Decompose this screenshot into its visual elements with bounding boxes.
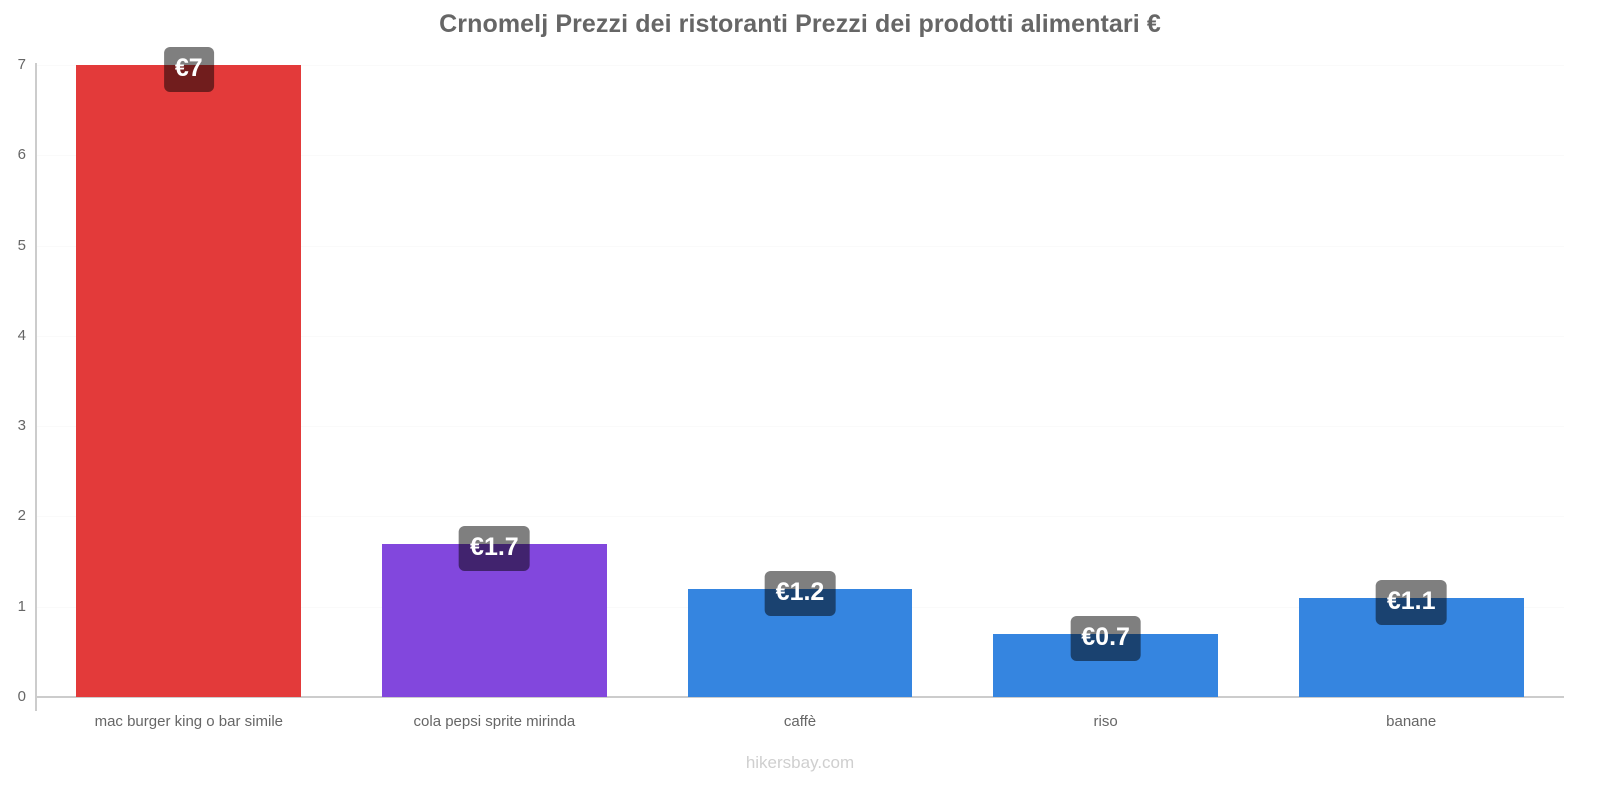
bar-value-label: €7 (163, 47, 214, 92)
x-axis-category-label: mac burger king o bar simile (94, 713, 284, 730)
bar[interactable] (76, 65, 302, 697)
gridline (36, 516, 1564, 518)
bar-value-label: €1.7 (459, 525, 530, 571)
chart-title: Crnomelj Prezzi dei ristoranti Prezzi de… (439, 10, 1161, 38)
y-axis-tick-label: 0 (17, 688, 26, 705)
y-axis-tick-label: 7 (17, 56, 26, 73)
x-axis-category-label: riso (1093, 713, 1118, 730)
x-axis-line (36, 696, 1564, 698)
y-axis-line (35, 63, 37, 711)
bar-value-label: €1.1 (1375, 579, 1447, 625)
y-axis-tick-label: 6 (17, 146, 26, 164)
x-axis-category-label: caffè (783, 713, 817, 730)
gridline (36, 155, 1564, 157)
gridline (36, 245, 1564, 247)
gridline (36, 65, 1564, 66)
gridline (36, 335, 1564, 337)
y-axis-tick-label: 3 (17, 417, 26, 435)
x-axis-category-label: banane (1386, 713, 1437, 730)
x-axis-category-label: cola pepsi sprite mirinda (413, 713, 576, 730)
gridline (36, 426, 1564, 428)
y-axis-tick-label: 4 (17, 326, 26, 344)
y-axis-tick-label: 1 (17, 597, 26, 615)
y-axis-tick-label: 2 (17, 507, 26, 525)
source-watermark: hikersbay.com (745, 753, 855, 772)
bars-group (0, 65, 1600, 697)
bar-value-label: €0.7 (1070, 615, 1141, 661)
y-axis-tick-label: 5 (17, 236, 26, 254)
bar-value-label: €1.2 (764, 570, 836, 616)
